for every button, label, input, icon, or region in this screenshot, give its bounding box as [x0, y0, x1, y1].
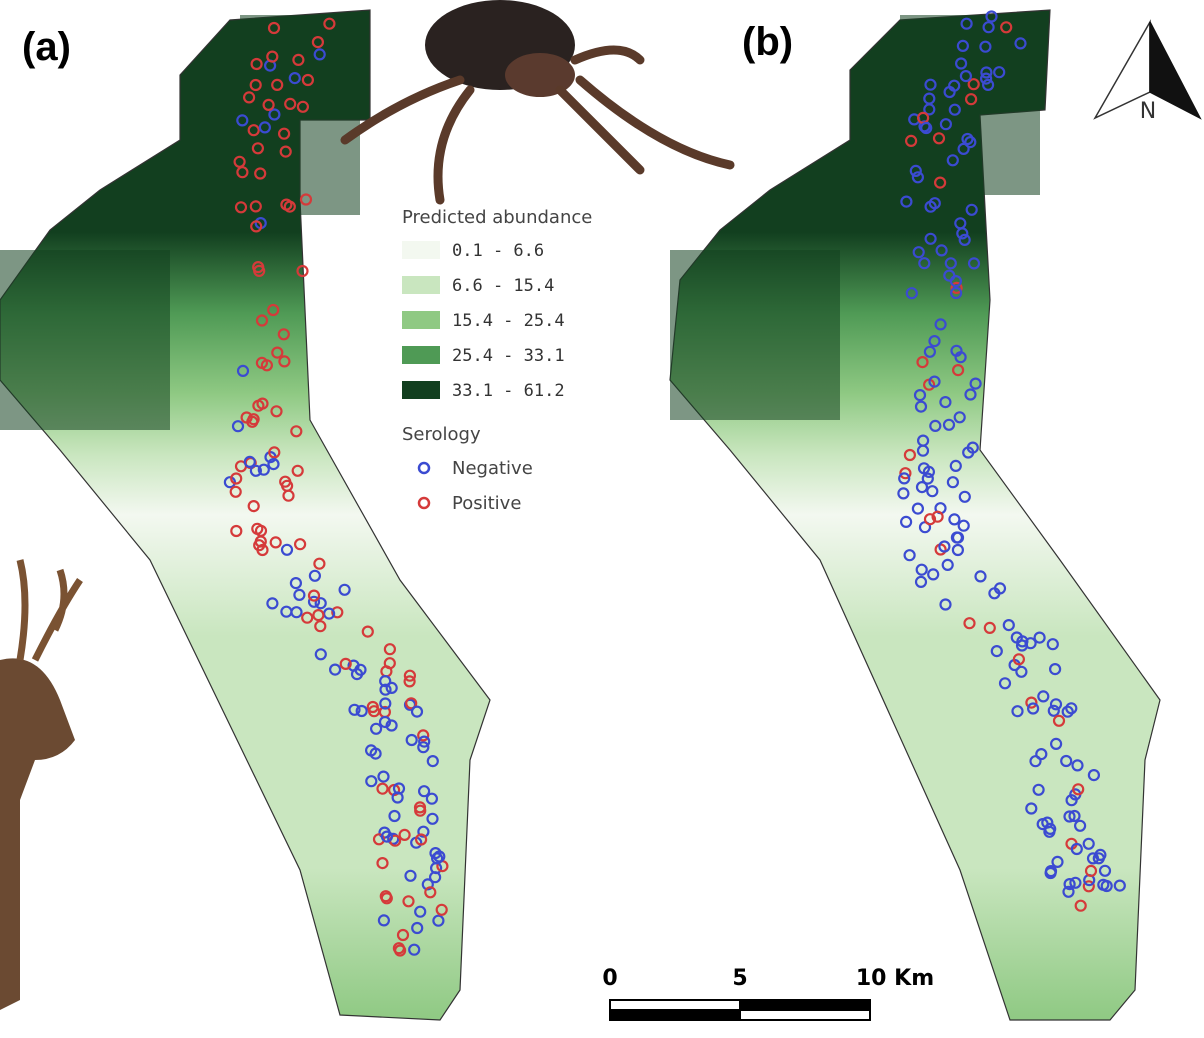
scale-label: 10 Km	[856, 966, 934, 991]
panel-label: (a)	[22, 25, 71, 69]
scale-segment	[610, 1010, 740, 1020]
legend-marker	[419, 463, 429, 473]
legend-swatch	[402, 241, 440, 259]
legend-label: 25.4 - 33.1	[452, 346, 565, 366]
abundance-patch	[670, 250, 840, 420]
legend-swatch	[402, 276, 440, 294]
legend-label: 0.1 - 6.6	[452, 241, 544, 261]
legend-title: Serology	[402, 424, 481, 445]
legend-label: Positive	[452, 493, 521, 514]
deer-illustration	[0, 560, 80, 1010]
abundance-patch	[240, 15, 360, 215]
tick-illustration	[345, 0, 730, 200]
scale-label: 5	[732, 966, 747, 991]
scale-segment	[610, 1000, 740, 1010]
scale-bar: 0 5 10 Km	[602, 966, 934, 1020]
scale-segment	[740, 1000, 870, 1010]
north-arrow: N	[1095, 22, 1200, 124]
legend-swatch	[402, 346, 440, 364]
abundance-patch	[0, 250, 170, 430]
legend-title: Predicted abundance	[402, 207, 592, 228]
legend-label: 33.1 - 61.2	[452, 381, 565, 401]
figure: (a) (b) Predicted abundance Serology 0.1…	[0, 0, 1204, 1038]
scale-segment	[740, 1010, 870, 1020]
legend-label: 15.4 - 25.4	[452, 311, 565, 331]
legend-label: Negative	[452, 458, 533, 479]
legend-marker	[419, 498, 429, 508]
maps	[0, 10, 1160, 1020]
legend-swatch	[402, 381, 440, 399]
legend-swatch	[402, 311, 440, 329]
north-label: N	[1140, 99, 1156, 124]
scale-label: 0	[602, 966, 617, 991]
panel-label: (b)	[742, 20, 793, 64]
legend-label: 6.6 - 15.4	[452, 276, 554, 296]
legend: Predicted abundance Serology 0.1 - 6.6 6.…	[402, 207, 592, 514]
